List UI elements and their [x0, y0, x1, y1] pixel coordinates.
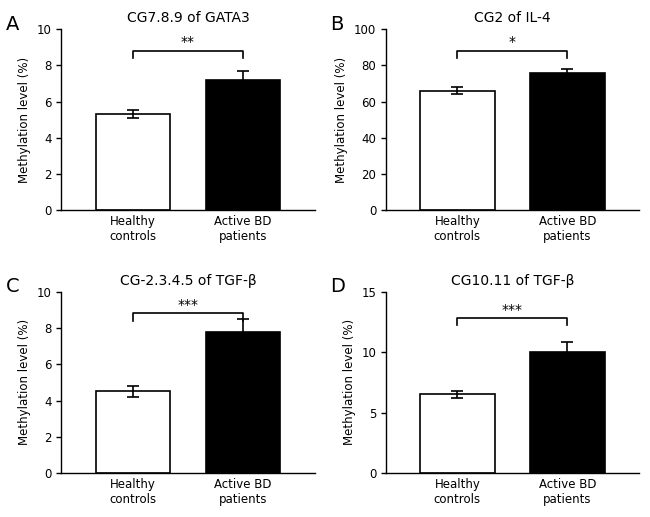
Y-axis label: Methylation level (%): Methylation level (%)	[335, 57, 348, 183]
Y-axis label: Methylation level (%): Methylation level (%)	[18, 57, 31, 183]
Title: CG7.8.9 of GATA3: CG7.8.9 of GATA3	[127, 11, 250, 25]
Text: ***: ***	[177, 298, 198, 312]
Bar	[530, 73, 605, 210]
Title: CG-2.3.4.5 of TGF-β: CG-2.3.4.5 of TGF-β	[120, 274, 256, 288]
Title: CG2 of IL-4: CG2 of IL-4	[474, 11, 551, 25]
Text: B: B	[330, 14, 344, 34]
Bar	[205, 80, 280, 210]
Bar	[96, 114, 170, 210]
Bar	[420, 394, 495, 473]
Text: D: D	[330, 277, 345, 296]
Text: A: A	[6, 14, 20, 34]
Y-axis label: Methylation level (%): Methylation level (%)	[18, 320, 31, 446]
Text: C: C	[6, 277, 20, 296]
Y-axis label: Methylation level (%): Methylation level (%)	[343, 320, 356, 446]
Bar	[530, 352, 605, 473]
Bar	[420, 90, 495, 210]
Text: *: *	[509, 35, 516, 49]
Text: ***: ***	[502, 302, 523, 316]
Title: CG10.11 of TGF-β: CG10.11 of TGF-β	[450, 274, 574, 288]
Text: **: **	[181, 35, 195, 49]
Bar	[205, 331, 280, 473]
Bar	[96, 391, 170, 473]
